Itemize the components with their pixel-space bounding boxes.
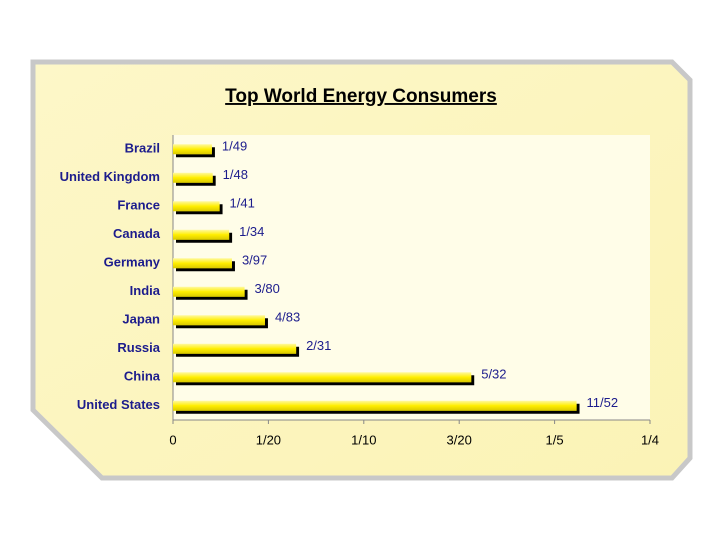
bar — [173, 343, 297, 354]
bar — [173, 400, 577, 411]
y-tick-label: France — [117, 198, 160, 213]
bar — [173, 372, 472, 383]
value-label: 2/31 — [306, 338, 331, 353]
value-label: 1/48 — [223, 167, 248, 182]
value-label: 5/32 — [481, 367, 506, 382]
chart-title: Top World Energy Consumers — [225, 86, 497, 107]
y-tick-label: United States — [77, 397, 160, 412]
value-label: 11/52 — [587, 395, 619, 410]
value-label: 3/97 — [242, 253, 267, 268]
y-tick-label: India — [130, 283, 161, 298]
x-tick-label: 1/5 — [546, 432, 564, 447]
value-label: 1/49 — [222, 139, 247, 154]
bar — [173, 144, 212, 155]
x-tick-label: 1/10 — [351, 432, 376, 447]
bar — [173, 258, 232, 269]
y-tick-label: Japan — [122, 312, 160, 327]
bar — [173, 315, 265, 326]
value-label: 1/41 — [230, 196, 255, 211]
x-tick-label: 3/20 — [447, 432, 472, 447]
value-label: 3/80 — [255, 281, 280, 296]
y-tick-label: Russia — [117, 340, 160, 355]
x-tick-label: 0 — [169, 432, 176, 447]
y-tick-label: Germany — [104, 255, 161, 270]
bar — [173, 286, 245, 297]
bar — [173, 229, 230, 240]
bar — [173, 172, 213, 183]
y-tick-label: United Kingdom — [60, 169, 160, 184]
x-tick-label: 1/4 — [641, 432, 659, 447]
bar — [173, 201, 220, 212]
x-tick-label: 1/20 — [256, 432, 281, 447]
value-label: 4/83 — [275, 310, 300, 325]
y-tick-label: China — [124, 369, 161, 384]
y-tick-label: Canada — [113, 226, 161, 241]
y-tick-label: Brazil — [125, 141, 160, 156]
value-label: 1/34 — [239, 224, 264, 239]
